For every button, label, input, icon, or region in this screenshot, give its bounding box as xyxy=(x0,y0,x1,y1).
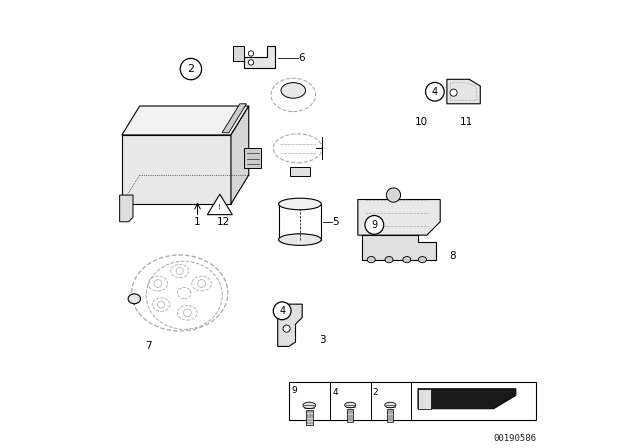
Circle shape xyxy=(248,60,253,65)
Text: 2: 2 xyxy=(188,64,195,74)
Polygon shape xyxy=(122,135,231,204)
Polygon shape xyxy=(122,106,249,135)
Ellipse shape xyxy=(303,402,316,409)
Text: 11: 11 xyxy=(460,116,473,127)
Polygon shape xyxy=(358,199,440,235)
Circle shape xyxy=(180,58,202,80)
Ellipse shape xyxy=(345,402,356,408)
Text: 9: 9 xyxy=(291,387,297,396)
Text: 4: 4 xyxy=(333,388,339,397)
Polygon shape xyxy=(207,194,232,215)
Circle shape xyxy=(283,325,290,332)
Polygon shape xyxy=(222,104,246,133)
Ellipse shape xyxy=(403,257,411,263)
Text: 00190586: 00190586 xyxy=(493,434,536,443)
Text: 10: 10 xyxy=(415,116,428,127)
Polygon shape xyxy=(231,106,249,204)
Text: 6: 6 xyxy=(298,53,305,63)
Text: 4: 4 xyxy=(279,306,285,316)
Polygon shape xyxy=(418,389,516,409)
Polygon shape xyxy=(278,304,302,346)
Circle shape xyxy=(426,82,444,101)
Polygon shape xyxy=(244,46,275,68)
Bar xyxy=(306,409,313,425)
Text: 7: 7 xyxy=(145,341,152,351)
Ellipse shape xyxy=(367,257,375,263)
Text: 12: 12 xyxy=(217,217,230,227)
Text: 5: 5 xyxy=(332,217,339,227)
Text: 4: 4 xyxy=(432,87,438,97)
Ellipse shape xyxy=(278,198,321,210)
Circle shape xyxy=(248,51,253,56)
Text: 9: 9 xyxy=(371,220,378,230)
Polygon shape xyxy=(233,46,244,61)
Ellipse shape xyxy=(278,234,321,246)
Bar xyxy=(387,409,394,422)
Text: 1: 1 xyxy=(195,217,201,227)
Text: 8: 8 xyxy=(449,251,456,261)
Polygon shape xyxy=(290,167,310,176)
Text: 2: 2 xyxy=(373,388,378,397)
Circle shape xyxy=(273,302,291,320)
Polygon shape xyxy=(120,195,133,222)
Circle shape xyxy=(450,89,457,96)
Text: 3: 3 xyxy=(319,335,326,345)
Polygon shape xyxy=(362,235,436,260)
Polygon shape xyxy=(418,389,431,409)
Ellipse shape xyxy=(385,257,393,263)
Circle shape xyxy=(387,188,401,202)
Ellipse shape xyxy=(128,294,141,304)
Ellipse shape xyxy=(419,257,426,263)
Circle shape xyxy=(365,215,383,234)
Bar xyxy=(347,409,353,422)
Ellipse shape xyxy=(385,402,396,408)
Ellipse shape xyxy=(281,82,305,98)
Polygon shape xyxy=(447,79,480,104)
Text: !: ! xyxy=(218,204,221,210)
Polygon shape xyxy=(244,148,261,168)
